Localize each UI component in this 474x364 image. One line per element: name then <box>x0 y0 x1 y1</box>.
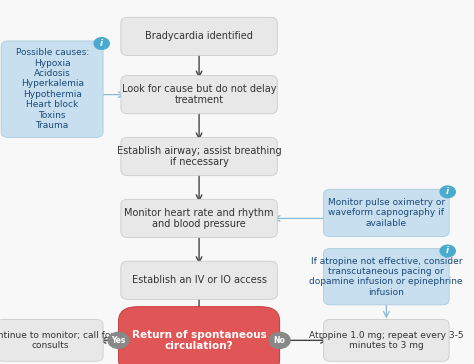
Text: Look for cause but do not delay
treatment: Look for cause but do not delay treatmen… <box>122 84 276 106</box>
Text: No: No <box>273 336 286 345</box>
Text: Continue to monitor; call for
consults: Continue to monitor; call for consults <box>0 331 114 350</box>
Text: Return of spontaneous
circulation?: Return of spontaneous circulation? <box>132 329 266 351</box>
Circle shape <box>440 186 455 198</box>
FancyBboxPatch shape <box>0 320 103 361</box>
Text: Monitor pulse oximetry or
waveform capnography if
available: Monitor pulse oximetry or waveform capno… <box>328 198 445 228</box>
Circle shape <box>269 332 290 348</box>
Circle shape <box>94 37 109 49</box>
Text: Establish airway; assist breathing
if necessary: Establish airway; assist breathing if ne… <box>117 146 282 167</box>
FancyBboxPatch shape <box>323 320 449 361</box>
Text: Yes: Yes <box>111 336 126 345</box>
FancyBboxPatch shape <box>1 41 103 138</box>
FancyBboxPatch shape <box>323 248 449 305</box>
FancyBboxPatch shape <box>121 76 277 114</box>
Text: Possible causes:
Hypoxia
Acidosis
Hyperkalemia
Hypothermia
Heart block
Toxins
Tr: Possible causes: Hypoxia Acidosis Hyperk… <box>16 48 89 130</box>
Text: i: i <box>446 246 449 256</box>
FancyBboxPatch shape <box>118 306 280 364</box>
Circle shape <box>440 245 455 257</box>
Text: If atropine not effective, consider
transcutaneous pacing or
dopamine infusion o: If atropine not effective, consider tran… <box>310 257 463 297</box>
FancyBboxPatch shape <box>121 138 277 176</box>
Text: Monitor heart rate and rhythm
and blood pressure: Monitor heart rate and rhythm and blood … <box>124 207 274 229</box>
Circle shape <box>108 332 129 348</box>
FancyBboxPatch shape <box>121 261 277 299</box>
Text: i: i <box>100 39 103 48</box>
Text: Bradycardia identified: Bradycardia identified <box>145 31 253 41</box>
Text: i: i <box>446 187 449 196</box>
FancyBboxPatch shape <box>121 199 277 237</box>
FancyBboxPatch shape <box>323 189 449 237</box>
Text: Establish an IV or IO access: Establish an IV or IO access <box>132 275 266 285</box>
Text: Atropine 1.0 mg; repeat every 3-5
minutes to 3 mg: Atropine 1.0 mg; repeat every 3-5 minute… <box>309 331 464 350</box>
FancyBboxPatch shape <box>121 17 277 55</box>
